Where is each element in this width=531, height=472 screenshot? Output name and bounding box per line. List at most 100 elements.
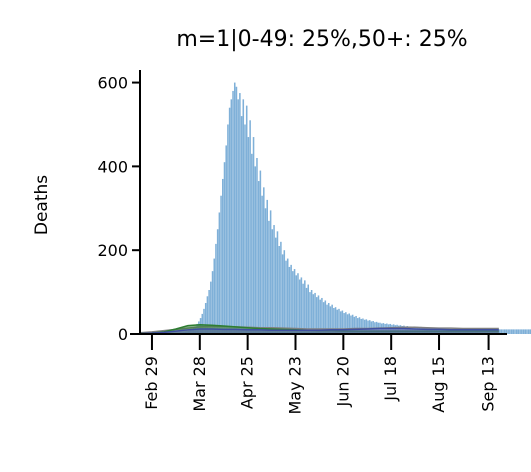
bar [228,107,231,335]
x-tick-label: Jun 20 [333,356,352,407]
bar [274,237,277,334]
bar [203,308,205,334]
bar [269,210,272,334]
bar [213,258,216,334]
bar [257,181,260,334]
bar [529,329,531,334]
bar [521,329,523,334]
bar [333,308,335,334]
bar [302,283,304,334]
y-tick-label: 200 [97,241,128,260]
bar [512,329,515,334]
bar [357,318,359,334]
bar [305,287,308,334]
bar [319,299,321,334]
bar [295,275,298,334]
bar [222,178,224,334]
bar [334,307,337,334]
bar [351,314,354,334]
bar [368,320,371,334]
y-tick-label: 0 [118,325,128,344]
bar [201,313,204,334]
bar [314,292,316,334]
bar [225,145,227,334]
bar [254,166,257,334]
bar [268,220,270,334]
bar [515,329,518,334]
bar [310,290,313,334]
x-tick-label: Mar 28 [190,356,209,412]
x-tick-label: Aug 15 [429,356,448,413]
bar [261,195,263,334]
bar [505,329,508,334]
bar [273,225,275,334]
bar [252,137,255,334]
bar [230,99,233,334]
bar [324,300,327,334]
bar [211,271,214,334]
bar [338,308,340,334]
bar [362,318,364,334]
bar [363,319,366,334]
bar [355,315,357,334]
bar [286,258,289,334]
bar [247,137,250,334]
bar [514,329,516,334]
bar [256,158,258,334]
bar [288,266,291,334]
bar [309,292,311,334]
bar-series [174,82,531,335]
bar [300,277,303,334]
bar [353,316,356,334]
bar [206,296,209,334]
bar [264,208,267,334]
bar [290,264,292,334]
bar [249,120,251,334]
bar [271,229,274,334]
bar [350,315,352,334]
bar [263,187,265,334]
bar [233,82,236,334]
x-tick-label: Sep 13 [479,356,498,412]
area-series [139,324,499,335]
bar [278,246,280,334]
x-tick-label: Feb 29 [142,356,161,410]
bar [524,329,527,334]
bar [235,86,238,334]
bar [326,304,328,334]
bar [312,294,315,334]
bar [240,116,243,334]
bar [285,260,287,334]
line-model_blue [139,327,499,335]
bar [251,153,253,334]
bar [220,195,222,334]
bar [509,329,511,334]
bar [336,309,339,334]
bar [317,295,320,334]
bar [244,124,246,334]
bar [331,304,333,334]
bar [223,162,226,334]
bar [321,297,323,334]
bar [346,314,349,334]
bar [218,212,221,334]
bar [522,329,525,334]
bar [215,243,217,334]
bar [266,199,268,334]
bar [298,279,301,334]
bar [372,321,374,334]
bar [237,99,239,334]
bar [339,311,342,334]
bar [307,284,309,334]
bar [503,329,506,334]
bar [297,273,299,334]
bar [498,329,501,334]
bar [526,329,528,334]
bar [293,269,296,334]
bar [292,271,294,334]
bar [242,99,245,334]
bar [341,310,344,334]
bar [365,319,368,334]
y-tick-label: 600 [97,74,128,93]
